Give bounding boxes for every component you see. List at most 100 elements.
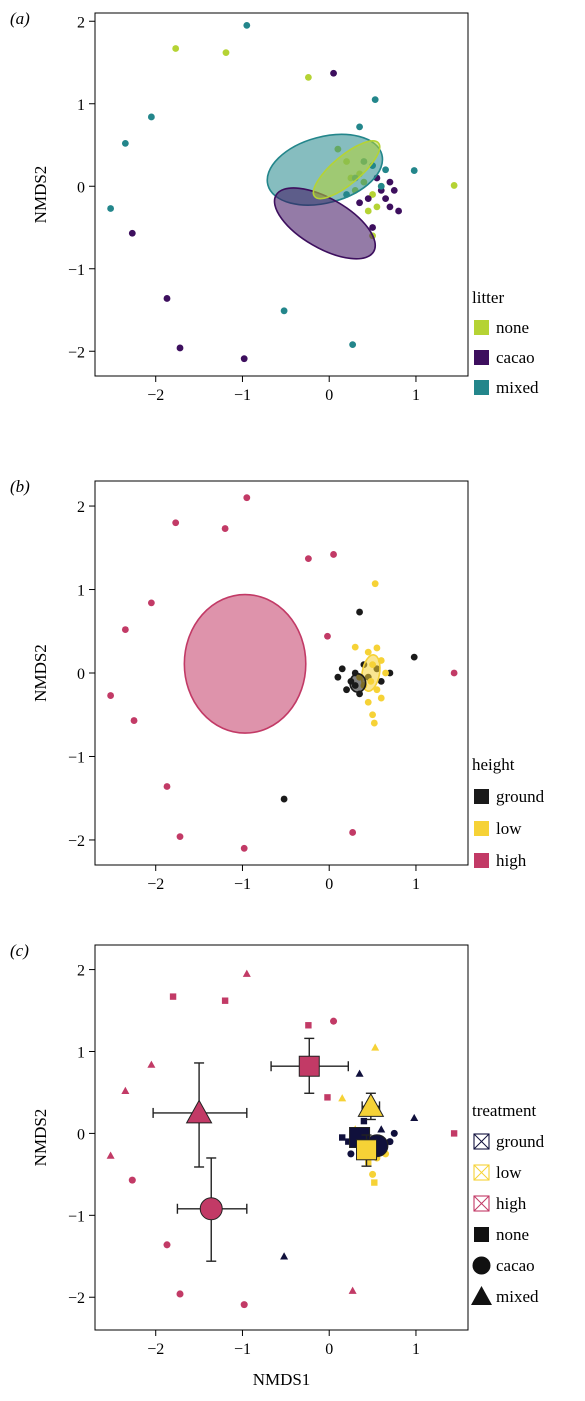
data-point-mixed xyxy=(107,205,115,212)
data-point-low-circle xyxy=(369,1170,377,1178)
legend-label: mixed xyxy=(496,378,539,397)
legend-swatch-low xyxy=(474,821,489,836)
data-point-high-square xyxy=(169,993,177,1000)
data-point-ground-square xyxy=(360,1117,368,1125)
x-tick-label: 0 xyxy=(325,876,333,893)
data-point-cacao xyxy=(364,195,372,203)
panel-b: (b) −2 −1 0 1 −2 −1 0 1 2 NMDS2 height ground low high xyxy=(10,477,545,893)
legend-label: low xyxy=(496,1163,522,1182)
y-tick-label: 1 xyxy=(77,583,85,600)
data-point-ground xyxy=(356,608,363,616)
data-point-mixed xyxy=(147,113,155,121)
data-point-high-circle xyxy=(240,1301,248,1309)
data-point-low xyxy=(377,694,385,702)
data-point-high-square xyxy=(221,997,229,1004)
data-point-cacao xyxy=(163,295,171,302)
legend-swatch-high xyxy=(473,1195,490,1212)
data-point-ground-square xyxy=(339,1134,346,1141)
y-axis-label: NMDS2 xyxy=(31,644,50,702)
data-point-low xyxy=(364,648,372,656)
y-tick-label: −1 xyxy=(68,262,85,279)
x-tick-label: 0 xyxy=(325,1341,333,1358)
data-point-high xyxy=(172,519,180,527)
data-point-high xyxy=(450,669,458,677)
legend: treatment ground low high none cacao mixed xyxy=(471,1101,545,1306)
plot-frame xyxy=(94,12,469,377)
data-point-ground xyxy=(343,686,350,694)
data-point-high xyxy=(304,555,312,563)
centroid-high-none xyxy=(298,1055,320,1077)
x-tick-label: 0 xyxy=(325,387,333,404)
panel-label: (a) xyxy=(10,9,30,28)
y-tick-label: 2 xyxy=(77,14,85,31)
data-point-high xyxy=(121,626,129,633)
panel-label: (b) xyxy=(10,477,30,496)
data-point-cacao xyxy=(176,344,184,352)
data-point-high xyxy=(324,632,331,640)
plot-frame xyxy=(94,944,469,1331)
y-tick-label: 0 xyxy=(77,666,85,683)
x-tick-label: −2 xyxy=(147,387,164,404)
plot-area xyxy=(107,494,458,852)
x-tick-label: 1 xyxy=(412,876,420,893)
legend-title: treatment xyxy=(472,1101,536,1120)
y-tick-label: 1 xyxy=(77,97,85,114)
data-point-high-circle xyxy=(330,1017,338,1025)
legend-label: ground xyxy=(496,1132,545,1151)
data-point-low xyxy=(369,711,376,719)
data-point-mixed xyxy=(371,96,379,104)
legend-label: cacao xyxy=(496,1256,535,1275)
data-point-mixed xyxy=(410,167,418,174)
data-point-high xyxy=(240,844,248,852)
data-point-cacao xyxy=(240,355,248,363)
data-point-cacao xyxy=(330,69,337,77)
x-tick-label: −1 xyxy=(234,1341,251,1358)
x-tick-label: −1 xyxy=(234,876,251,893)
data-point-none xyxy=(304,73,312,81)
data-point-cacao xyxy=(386,178,394,186)
data-point-high-square xyxy=(324,1094,331,1101)
data-point-high-square xyxy=(450,1130,458,1137)
data-point-high xyxy=(107,692,115,699)
data-point-mixed xyxy=(349,341,357,349)
data-point-ground xyxy=(334,673,342,681)
data-point-high-circle xyxy=(128,1176,136,1184)
data-point-high xyxy=(221,525,229,532)
legend-swatch-mixed xyxy=(471,1286,492,1305)
panel-a: (a) −2 −1 0 1 −2 −1 0 1 2 NMDS2 litter none cacao mixe… xyxy=(10,9,539,404)
data-point-none xyxy=(172,45,180,52)
data-point-low-triangle xyxy=(338,1094,347,1102)
data-point-mixed xyxy=(356,123,363,131)
legend-title: height xyxy=(472,755,515,774)
data-point-high-triangle xyxy=(106,1151,115,1159)
data-point-mixed xyxy=(280,307,288,315)
x-tick-label: −1 xyxy=(234,387,251,404)
y-tick-label: 0 xyxy=(77,1126,85,1143)
data-point-ground-square xyxy=(345,1138,352,1145)
x-tick-label: −2 xyxy=(147,876,164,893)
x-tick-label: 1 xyxy=(412,387,420,404)
data-point-low-triangle xyxy=(371,1043,380,1051)
legend: height ground low high xyxy=(472,755,545,870)
data-point-ground-triangle xyxy=(355,1069,364,1077)
legend-label: low xyxy=(496,819,522,838)
ellipse-high xyxy=(183,593,307,734)
data-point-ground-triangle xyxy=(377,1125,386,1133)
centroid-low-mixed xyxy=(357,1092,385,1117)
plot-area xyxy=(106,969,458,1309)
legend-swatch-low xyxy=(473,1164,490,1181)
data-point-high xyxy=(130,717,138,724)
data-point-high-circle xyxy=(176,1290,184,1298)
data-point-high xyxy=(243,494,251,502)
y-axis-label: NMDS2 xyxy=(31,1109,50,1167)
data-point-mixed xyxy=(121,139,129,147)
x-tick-label: 1 xyxy=(412,1341,420,1358)
ellipse-none xyxy=(312,140,381,200)
legend-label: mixed xyxy=(496,1287,539,1306)
data-point-cacao xyxy=(369,224,376,231)
x-tick-label: −2 xyxy=(147,1341,164,1358)
data-point-ground-triangle xyxy=(280,1252,289,1260)
data-point-high-circle xyxy=(163,1241,171,1249)
centroid-low-none xyxy=(356,1139,378,1161)
data-point-low xyxy=(371,580,379,588)
